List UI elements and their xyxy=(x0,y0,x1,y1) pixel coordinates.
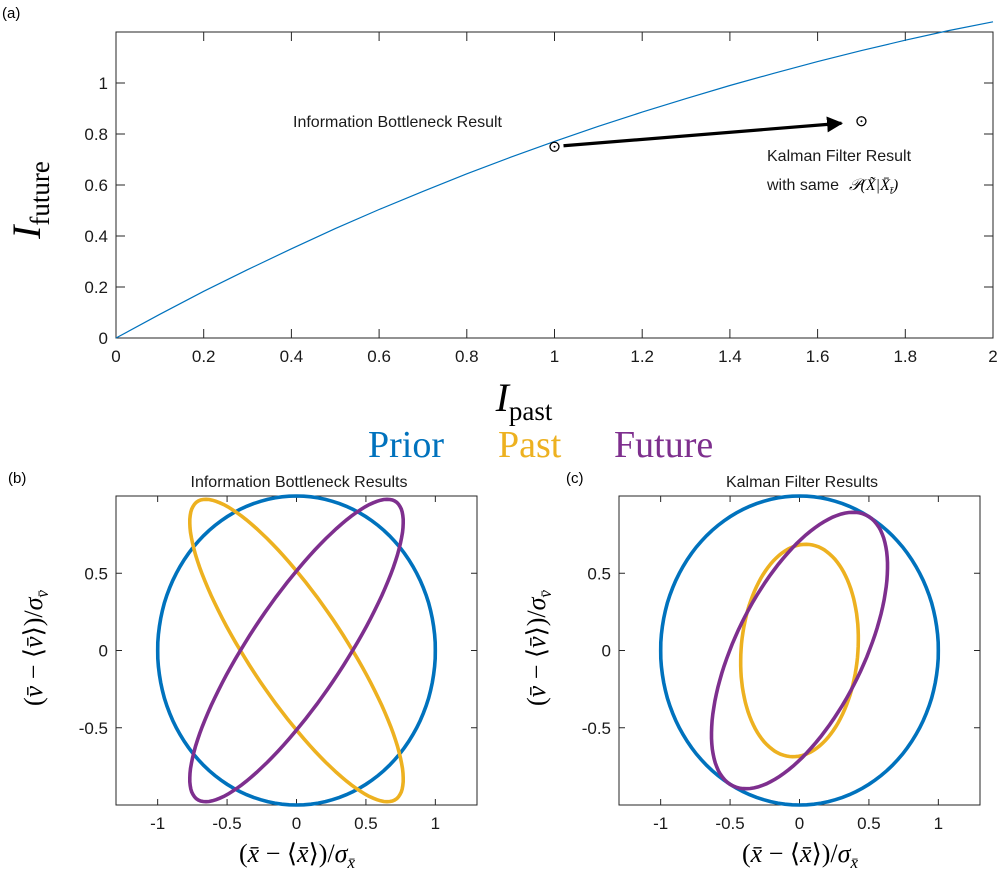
axes-box xyxy=(115,495,478,806)
y-tick-label: 0.8 xyxy=(84,125,108,144)
x-tick-label: -0.5 xyxy=(715,814,744,833)
panel-a-xlabel: Ipast xyxy=(495,375,553,426)
ib-result-dot xyxy=(553,145,556,148)
result-arrow xyxy=(563,116,844,148)
panel-b-xlabel: (x̄ − ⟨x̄⟩)/σx̄ xyxy=(239,839,355,872)
y-tick-label: 0.4 xyxy=(84,227,108,246)
y-tick-label: 0.5 xyxy=(84,564,108,583)
x-tick-label: -1 xyxy=(150,814,165,833)
future-ellipse xyxy=(188,497,405,804)
x-tick-label: 1 xyxy=(934,814,943,833)
prior-ellipse xyxy=(155,494,438,807)
x-tick-label: 2 xyxy=(988,347,997,366)
x-tick-label: 0.4 xyxy=(280,347,304,366)
x-tick-label: 1.6 xyxy=(806,347,830,366)
kf-annotation-text: with same xyxy=(766,177,839,194)
xlabel-main: I xyxy=(495,375,511,420)
panel-c-title: Kalman Filter Results xyxy=(726,474,878,491)
x-tick-label: 1 xyxy=(550,347,559,366)
x-tick-label: 0.5 xyxy=(857,814,881,833)
ib-curve-line xyxy=(115,21,994,339)
x-tick-label: 1 xyxy=(431,814,440,833)
past-ellipse xyxy=(188,497,405,804)
future-ellipse xyxy=(709,510,890,791)
x-tick-label: 1.8 xyxy=(893,347,917,366)
legend-future: Future xyxy=(614,424,713,466)
panel-c-xlabel: (x̄ − ⟨x̄⟩)/σx̄ xyxy=(742,839,858,872)
legend-prior: Prior xyxy=(368,424,444,466)
x-tick-label: -1 xyxy=(653,814,668,833)
ylabel-sub: future xyxy=(25,161,55,225)
y-tick-label: -0.5 xyxy=(79,719,108,738)
y-tick-label: 1 xyxy=(99,74,108,93)
y-tick-label: 0.6 xyxy=(84,176,108,195)
x-tick-label: 1.2 xyxy=(630,347,654,366)
x-tick-label: 0.5 xyxy=(354,814,378,833)
panel-label-c: (c) xyxy=(566,470,584,487)
panel-c-plot: -1 -0.5 0 0.5 1 -0.5 0 0.5 xyxy=(582,494,981,833)
ib-annotation: Information Bottleneck Result xyxy=(293,114,503,131)
x-tick-label: 1.4 xyxy=(718,347,742,366)
y-tick-label: 0.2 xyxy=(84,278,108,297)
xlabel-sub: past xyxy=(509,396,553,426)
svg-text:Ifuture: Ifuture xyxy=(4,161,55,240)
legend-past: Past xyxy=(498,424,562,466)
panel-a-ylabel: Ifuture xyxy=(4,161,55,240)
x-tick-label: 0.8 xyxy=(455,347,479,366)
x-tick-label: 0 xyxy=(795,814,804,833)
x-tick-label: 0 xyxy=(111,347,120,366)
panel-label-a: (a) xyxy=(2,5,20,22)
kf-annotation-line1: Kalman Filter Result xyxy=(767,148,912,165)
kf-annotation-line2: with same 𝒫(X̃|X̄t̄) xyxy=(766,176,898,197)
x-tick-label: 0.6 xyxy=(367,347,391,366)
panel-b-ylabel: (v̄ − ⟨v̄⟩)/σv̄ xyxy=(19,590,52,706)
past-ellipse xyxy=(738,542,861,759)
x-tick-label: 0.2 xyxy=(192,347,216,366)
kf-annotation-formula: 𝒫(X̃|X̄t̄) xyxy=(849,176,898,197)
kf-result-dot xyxy=(860,120,863,123)
panel-b-plot: -1 -0.5 0 0.5 1 -0.5 0 0.5 xyxy=(79,494,478,833)
panel-c-ylabel: (v̄ − ⟨v̄⟩)/σv̄ xyxy=(522,590,555,706)
y-tick-label: 0 xyxy=(602,642,611,661)
y-tick-label: -0.5 xyxy=(582,719,611,738)
y-tick-label: 0 xyxy=(99,642,108,661)
x-tick-label: 0 xyxy=(292,814,301,833)
kf-result-marker xyxy=(856,116,867,127)
ylabel-main: I xyxy=(4,224,49,240)
y-tick-label: 0 xyxy=(99,329,108,348)
panel-b-title: Information Bottleneck Results xyxy=(191,474,408,491)
panel-a-plot: 0 0.2 0.4 0.6 0.8 1 1.2 1.4 1.6 1.8 2 0 0.2 0.4 0.6 0.8… xyxy=(84,21,998,366)
legend: Prior Past Future xyxy=(368,424,713,466)
panel-label-b: (b) xyxy=(8,470,26,487)
ib-result-marker xyxy=(549,141,560,152)
svg-text:(v̄ − ⟨v̄⟩)/σv̄: (v̄ − ⟨v̄⟩)/σv̄ xyxy=(19,590,52,706)
svg-text:(v̄ − ⟨v̄⟩)/σv̄: (v̄ − ⟨v̄⟩)/σv̄ xyxy=(522,590,555,706)
x-tick-label: -0.5 xyxy=(212,814,241,833)
y-tick-label: 0.5 xyxy=(587,564,611,583)
